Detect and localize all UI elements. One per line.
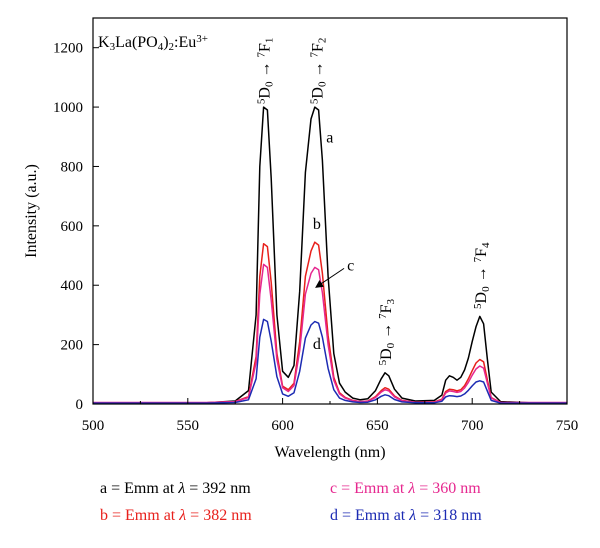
legend-value: = 318 nm xyxy=(416,507,482,524)
curve-labels: a b c d xyxy=(313,130,354,353)
legend-lambda: λ xyxy=(178,480,186,497)
series-layer xyxy=(92,106,567,404)
curve-label-c: c xyxy=(347,257,354,274)
legend-entry-d: d = Emm at λ = 318 nm xyxy=(330,507,482,525)
legend-label: d = Emm at xyxy=(330,507,410,524)
arrow-layer xyxy=(315,267,345,288)
series-line-a xyxy=(92,106,567,404)
legend-entry-a: a = Emm at λ = 392 nm xyxy=(100,480,251,498)
legend-value: = 382 nm xyxy=(186,507,252,524)
series-line-d xyxy=(93,318,567,404)
legend-lambda: λ xyxy=(409,507,417,524)
x-tick-label: 750 xyxy=(556,418,579,434)
y-tick-label: 200 xyxy=(61,338,84,354)
legend-label: b = Emm at xyxy=(100,507,180,524)
legend-lambda: λ xyxy=(408,480,416,497)
curve-label-a: a xyxy=(326,130,333,147)
legend-label: a = Emm at xyxy=(100,480,179,497)
legend-lambda: λ xyxy=(179,507,187,524)
series-line-c xyxy=(93,263,567,404)
legend-entry-b: b = Emm at λ = 382 nm xyxy=(100,507,252,525)
x-axis-label: Wavelength (nm) xyxy=(274,444,385,461)
y-tick-label: 400 xyxy=(61,278,84,294)
peak-label-f4: 5D0 → 7F4 xyxy=(472,242,492,309)
x-tick-label: 700 xyxy=(461,418,484,434)
y-tick-label: 0 xyxy=(76,397,84,413)
legend-label: c = Emm at xyxy=(330,480,409,497)
curve-label-b: b xyxy=(313,216,321,233)
y-tick-label: 1200 xyxy=(53,41,83,57)
sample-formula-label: K3La(PO4)2:Eu3+ xyxy=(98,33,208,53)
curve-c-pointer-arrow xyxy=(315,267,345,288)
peak-label-f2: 5D0 → 7F2 xyxy=(309,38,329,104)
x-tick-label: 600 xyxy=(271,418,294,434)
peak-labels: 5D0 → 7F1 5D0 → 7F2 5D0 → 7F3 5D0 → 7F4 xyxy=(256,38,492,366)
y-tick-label: 600 xyxy=(61,219,84,235)
curve-label-d: d xyxy=(313,336,321,353)
x-tick-label: 500 xyxy=(82,418,105,434)
legend-value: = 360 nm xyxy=(415,480,481,497)
peak-label-f1: 5D0 → 7F1 xyxy=(256,38,276,104)
y-axis-label: Intensity (a.u.) xyxy=(23,164,40,258)
legend-entry-c: c = Emm at λ = 360 nm xyxy=(330,480,481,498)
y-tick-label: 1000 xyxy=(53,100,83,116)
x-tick-label: 650 xyxy=(366,418,389,434)
y-tick-label: 800 xyxy=(61,159,84,175)
ticks-layer: 500 550 600 650 700 750 0 200 400 600 800 1000 1200 xyxy=(53,41,578,434)
peak-label-f3: 5D0 → 7F3 xyxy=(377,298,397,365)
x-tick-label: 550 xyxy=(177,418,200,434)
series-line-b xyxy=(93,241,567,404)
legend-value: = 392 nm xyxy=(185,480,251,497)
